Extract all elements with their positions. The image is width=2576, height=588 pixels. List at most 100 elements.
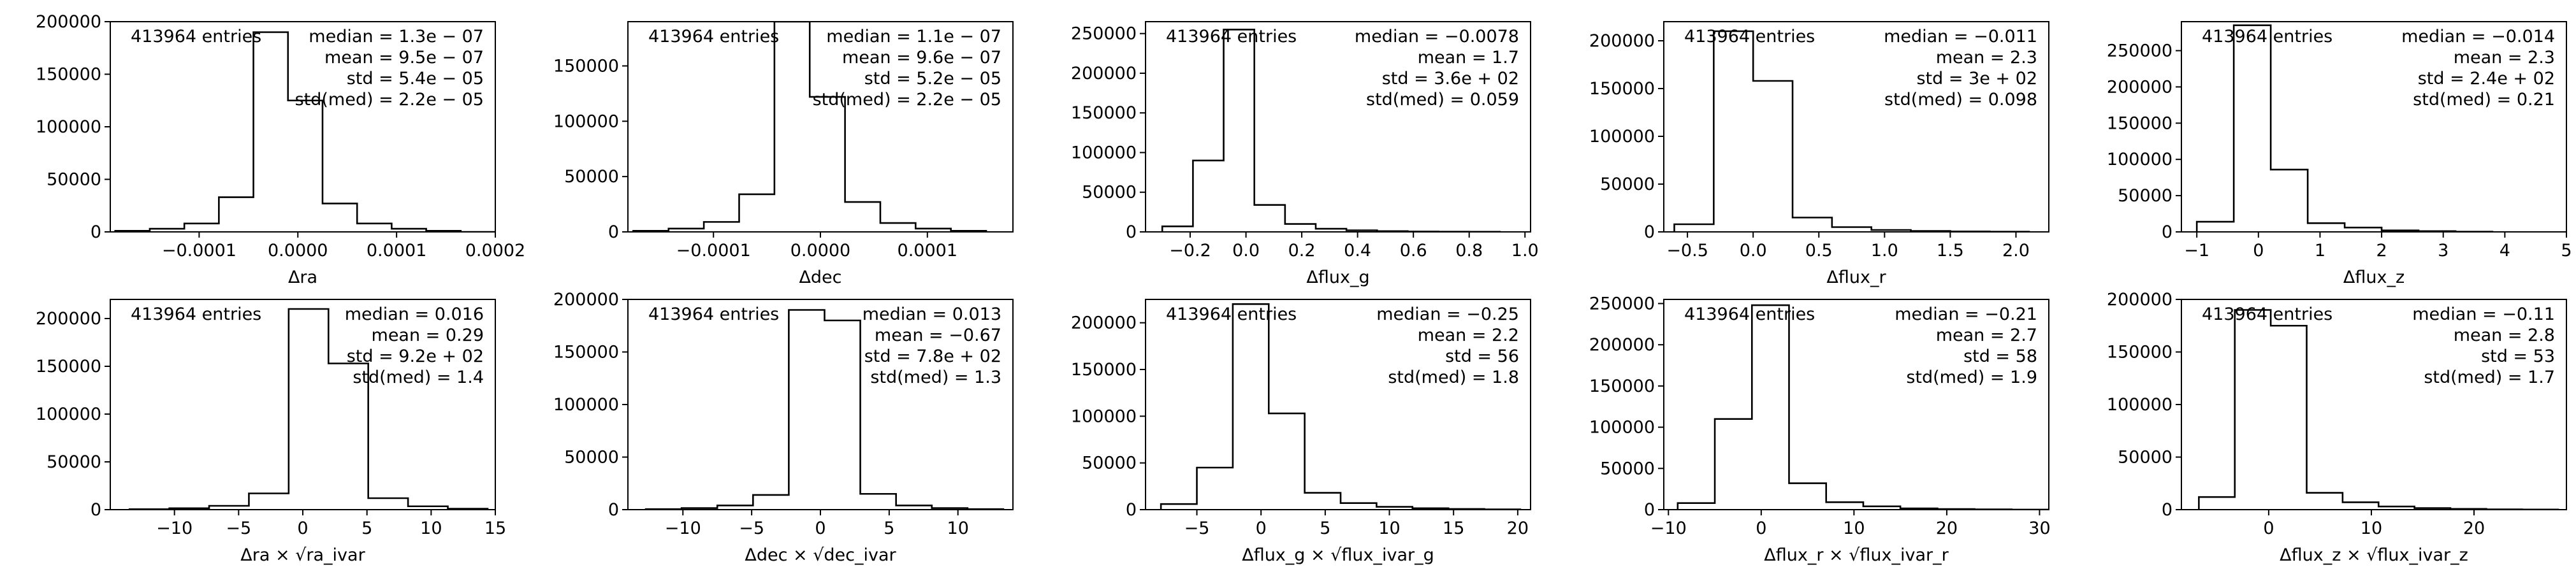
- y-tick-label: 0: [1644, 222, 1655, 242]
- x-axis-label: Δra × √ra_ivar: [240, 545, 365, 565]
- y-tick-label: 100000: [2107, 395, 2172, 415]
- stat-line: median = −0.11: [2412, 305, 2555, 324]
- x-tick-label: −1: [2184, 241, 2209, 261]
- y-tick-label: 200000: [1589, 335, 1655, 355]
- x-tick-label: 20: [2463, 519, 2485, 538]
- stat-line: std(med) = 2.2e − 05: [295, 90, 484, 110]
- stat-line: std = 3e + 02: [1916, 69, 2037, 89]
- stat-line: std = 58: [1963, 347, 2037, 366]
- x-tick-label: 0.4: [1344, 241, 1371, 261]
- histogram-bin: [1826, 502, 1863, 510]
- axes-frame: [1663, 299, 2049, 510]
- x-tick-label: 0.0001: [898, 241, 957, 261]
- x-tick-label: 0: [1256, 519, 1267, 538]
- histogram-bin: [789, 310, 824, 510]
- y-tick-label: 200000: [2107, 290, 2172, 310]
- histogram-bin: [1714, 31, 1753, 232]
- x-axis-label: Δflux_z: [2343, 268, 2405, 287]
- x-axis-label: Δdec: [799, 268, 841, 287]
- y-tick-label: 150000: [1071, 360, 1137, 380]
- y-tick-label: 0: [1126, 500, 1137, 520]
- x-tick-label: 0: [2253, 241, 2264, 261]
- x-tick-label: −5: [739, 519, 764, 538]
- histogram-bin: [880, 223, 915, 232]
- x-tick-label: −0.0001: [676, 241, 751, 261]
- stat-line: median = 0.013: [862, 305, 1001, 324]
- x-tick-label: −10: [665, 519, 701, 538]
- histogram-bin: [1233, 304, 1269, 510]
- y-tick-label: 100000: [1071, 143, 1137, 162]
- stat-line: mean = 0.29: [372, 326, 484, 345]
- x-axis-label: Δflux_r × √flux_ivar_r: [1764, 545, 1949, 565]
- y-tick-label: 200000: [36, 12, 101, 32]
- stat-line: std(med) = 1.4: [353, 368, 484, 387]
- y-tick-label: 100000: [1071, 406, 1137, 426]
- axes-frame: [1663, 21, 2049, 233]
- histogram-bin: [1789, 484, 1826, 510]
- y-tick-label: 250000: [2107, 41, 2172, 61]
- entries-label: 413964 entries: [2202, 305, 2332, 324]
- histogram-outline: [114, 31, 495, 232]
- stat-line: median = −0.25: [1376, 305, 1519, 324]
- stat-line: median = 1.1e − 07: [826, 27, 1001, 47]
- x-tick-label: 10: [420, 519, 442, 538]
- x-tick-label: 5: [1320, 519, 1330, 538]
- histogram-bin: [2234, 25, 2271, 232]
- y-tick-label: 150000: [1589, 79, 1655, 99]
- y-tick-label: 200000: [1589, 31, 1655, 51]
- histogram-bin: [775, 22, 810, 232]
- y-tick-label: 0: [608, 222, 619, 242]
- x-tick-label: 0.0002: [465, 241, 525, 261]
- x-tick-label: 5: [884, 519, 894, 538]
- y-tick-label: 150000: [553, 343, 619, 362]
- x-tick-label: 0: [1756, 519, 1766, 538]
- stat-line: std = 5.4e − 05: [347, 69, 484, 89]
- y-tick-label: 150000: [36, 65, 101, 85]
- stat-line: std(med) = 1.3: [870, 368, 1001, 387]
- histogram-panel-3: −0.2 0.0 0.2 0.4 0.6 0.8 1.0 0 50000 100000 150000…: [1071, 21, 1539, 287]
- y-tick-label: 200000: [36, 309, 101, 329]
- histogram-panel-2: −0.0001 0.0000 0.0001 0 50000 100000 150000 Δde…: [553, 21, 1014, 287]
- y-tick-label: 0: [2162, 500, 2172, 520]
- stat-line: mean = 9.6e − 07: [842, 48, 1001, 68]
- x-tick-label: 0.5: [1805, 241, 1833, 261]
- x-tick-label: −0.2: [1169, 241, 1211, 261]
- x-tick-label: −5: [226, 519, 251, 538]
- histogram-bin: [1197, 468, 1233, 510]
- x-tick-label: 1: [2315, 241, 2325, 261]
- histogram-panel-6: −10 −5 0 5 10 15 0 50000 100000 150000 200000 Δra ×…: [36, 299, 506, 565]
- y-tick-label: 200000: [2107, 77, 2172, 97]
- y-tick-label: 0: [1126, 222, 1137, 242]
- stat-line: mean = −0.67: [875, 326, 1001, 345]
- y-tick-label: 50000: [1082, 454, 1137, 473]
- histogram-bin: [1305, 493, 1341, 510]
- x-tick-label: −0.5: [1666, 241, 1708, 261]
- histogram-outline: [128, 308, 489, 510]
- histogram-bin: [219, 197, 253, 232]
- entries-label: 413964 entries: [131, 27, 261, 47]
- stat-line: std = 56: [1445, 347, 1519, 366]
- x-tick-label: 30: [2028, 519, 2050, 538]
- histogram-bin: [753, 495, 789, 510]
- stat-line: median = −0.0078: [1355, 27, 1519, 47]
- y-tick-label: 0: [91, 222, 101, 242]
- x-tick-label: −0.0001: [162, 241, 236, 261]
- histogram-bin: [2271, 326, 2306, 510]
- stat-line: std = 7.8e + 02: [864, 347, 1001, 366]
- histogram-bin: [1678, 503, 1715, 510]
- y-tick-label: 200000: [1071, 64, 1137, 83]
- histogram-bin: [323, 203, 357, 232]
- stat-line: std = 53: [2481, 347, 2555, 366]
- stat-line: median = −0.014: [2401, 27, 2555, 47]
- histogram-bin: [824, 320, 860, 510]
- y-tick-label: 150000: [2107, 343, 2172, 362]
- x-tick-label: 2: [2376, 241, 2387, 261]
- stat-line: std(med) = 0.21: [2413, 90, 2555, 110]
- stat-line: median = −0.21: [1895, 305, 2037, 324]
- histogram-bin: [357, 224, 391, 232]
- stat-line: mean = 9.5e − 07: [324, 48, 484, 68]
- x-tick-label: 15: [1443, 519, 1464, 538]
- histogram-panel-8: −5 0 5 10 15 20 0 50000 100000 150000 200000 Δflux_…: [1071, 299, 1531, 565]
- x-tick-label: 0.0: [1232, 241, 1260, 261]
- x-tick-label: 10: [2361, 519, 2382, 538]
